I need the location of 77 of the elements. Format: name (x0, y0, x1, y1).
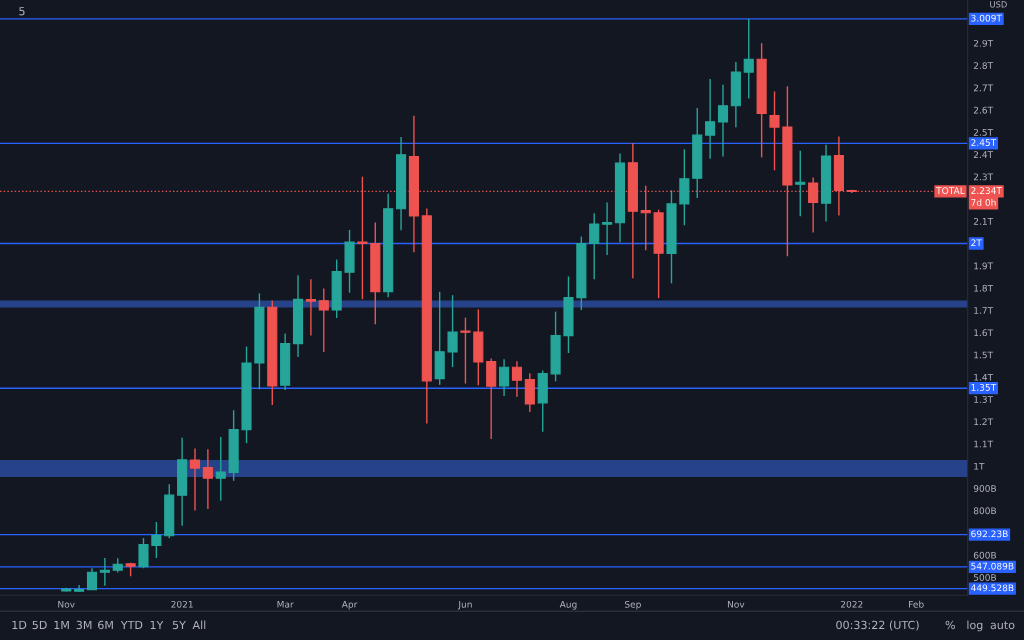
x-tick-label: Mar (277, 601, 294, 608)
candlestick (151, 521, 162, 559)
ref-line-label: 2T (971, 239, 982, 246)
candlestick (589, 212, 600, 280)
y-tick-label: 2.1T (973, 217, 994, 225)
x-tick-label: Nov (727, 601, 745, 608)
y-tick-label: 500B (973, 574, 997, 581)
candlestick (705, 78, 716, 160)
text: 6M (98, 620, 113, 630)
x-tick-label: Sep (624, 600, 641, 610)
y-tick-label: 1.8T (974, 284, 994, 292)
candlestick (99, 557, 110, 587)
text: YTD (120, 620, 143, 629)
x-tick-label: Apr (341, 601, 358, 610)
candlestick (86, 567, 98, 591)
text: 1D (12, 620, 27, 629)
y-tick-label: 600B (973, 551, 997, 559)
x-tick-label: 2021 (171, 600, 193, 608)
y-tick-label: 2.6T (973, 106, 994, 114)
ref-line-label: 2.234T (971, 187, 1002, 195)
y-tick-label: 800B (973, 507, 997, 515)
y-tick-label: 2.9T (973, 39, 994, 47)
candlestick (215, 436, 226, 502)
text: 1M (54, 620, 69, 629)
text: log (967, 620, 983, 632)
text: 3M (76, 620, 92, 630)
y-tick-label: 2.7T (973, 84, 994, 92)
text: All (192, 620, 206, 629)
y-tick-label: 2.5T (973, 128, 994, 136)
y-tick-label: 1.6T (974, 329, 994, 337)
y-tick-label: 1.4T (974, 373, 994, 381)
y-tick-label: 1.3T (974, 396, 994, 403)
annotation: 5 (19, 7, 25, 16)
ref-line-label: 449.528B (971, 584, 1014, 592)
candlestick (189, 447, 201, 512)
y-tick-label: 1.1T (974, 440, 994, 448)
x-tick-label: Jun (457, 601, 472, 610)
text: % (945, 620, 955, 630)
text: 5Y (172, 620, 186, 630)
y-tick-label: 1T (974, 462, 985, 470)
candlestick (318, 287, 329, 353)
ref-line-label: 1.35T (971, 383, 997, 391)
text: 00:33:22 (UTC) (836, 620, 919, 631)
ref-line-label: 2.45T (971, 139, 997, 146)
text: 7d 0h (971, 198, 996, 206)
candlestick (795, 149, 806, 218)
candlestick (447, 294, 458, 368)
y-tick-label: 2.8T (973, 62, 994, 69)
annotation: TOTAL (936, 187, 965, 195)
y-tick-label: 1.2T (974, 418, 994, 426)
text: 1Y (150, 620, 164, 629)
ref-line-label: 692.23B (971, 530, 1008, 538)
candlestick (743, 18, 754, 100)
y-tick-label: 1.7T (974, 307, 994, 314)
x-tick-label: Aug (559, 601, 577, 610)
candlestick (202, 448, 213, 510)
candlestick (460, 316, 471, 385)
text: USD (990, 1, 1007, 8)
candlestick (717, 84, 729, 158)
x-tick-label: Feb (909, 600, 924, 608)
text: 5D (32, 620, 47, 630)
y-tick-label: 1.5T (974, 351, 994, 359)
x-tick-label: 2022 (840, 600, 863, 608)
y-tick-label: 2.3T (973, 173, 994, 181)
candlestick (769, 90, 780, 171)
ref-line-label: 547.089B (971, 562, 1014, 570)
y-tick-label: 900B (973, 485, 997, 492)
y-tick-label: 1.9T (974, 262, 994, 270)
ref-line-label: 3.009T (971, 14, 1002, 22)
candlestick (602, 201, 613, 256)
y-tick-label: 2.4T (973, 151, 994, 158)
candlestick (511, 360, 523, 398)
candlestick (499, 358, 510, 397)
candlestick (305, 278, 316, 337)
x-tick-label: Nov (58, 601, 75, 608)
candlestick (138, 537, 149, 569)
text: auto (990, 621, 1015, 630)
